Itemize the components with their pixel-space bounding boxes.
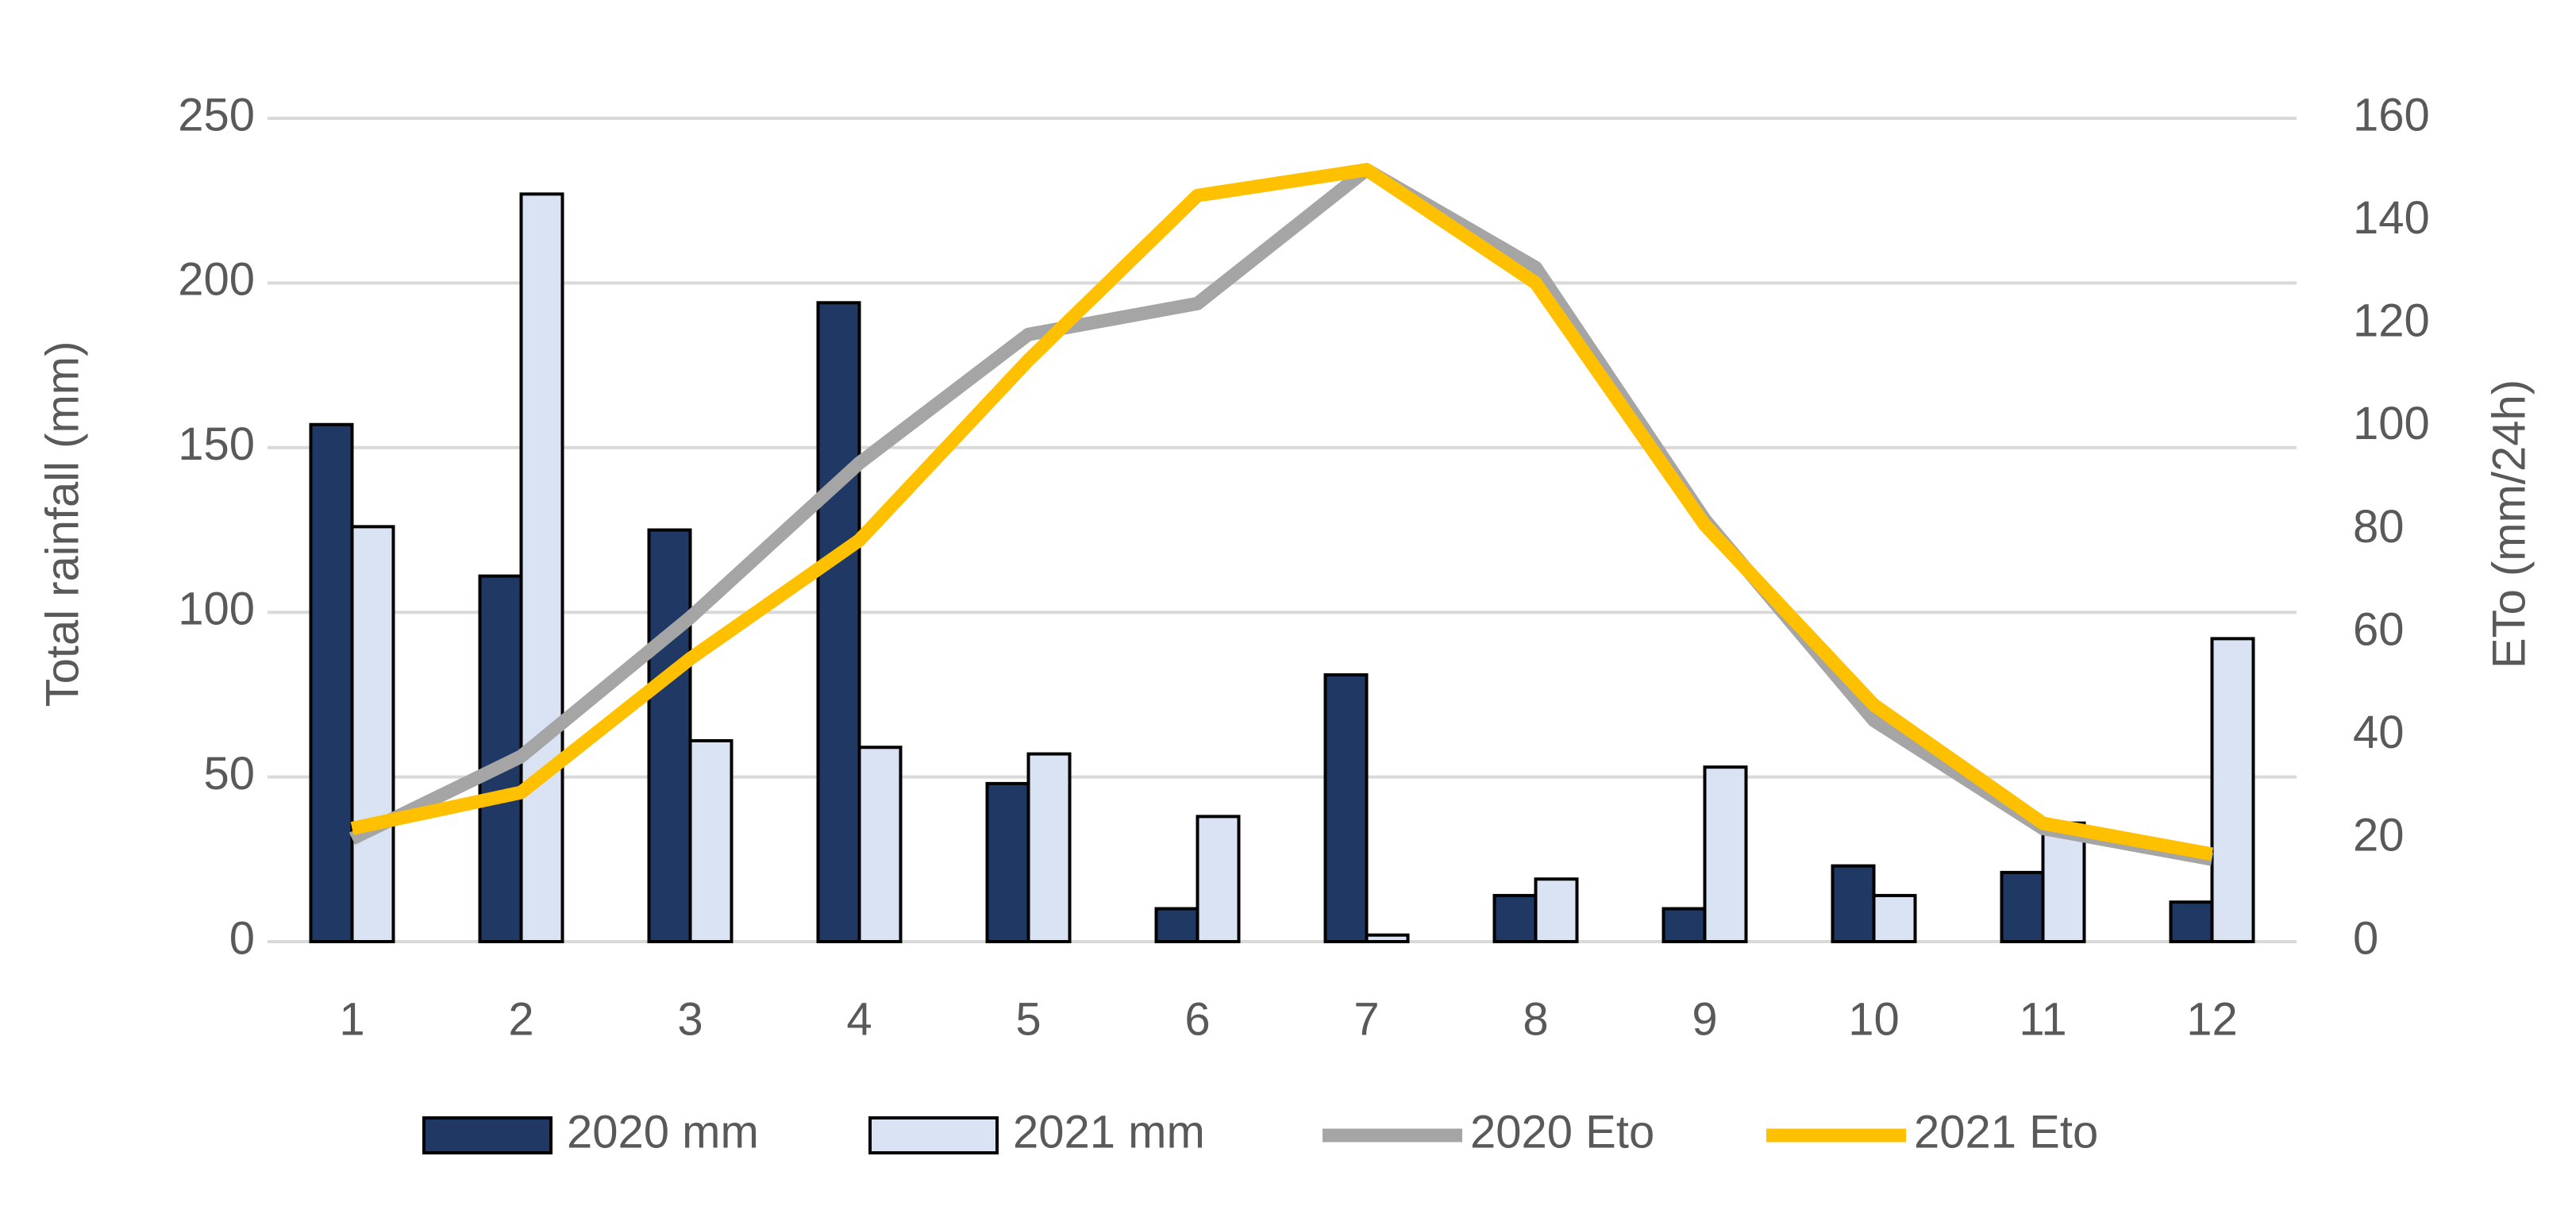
y-tick-label: 0 [229,912,255,964]
bar [1196,815,1241,943]
bar [350,525,395,943]
x-tick-label: 8 [1523,993,1548,1045]
x-tick-label: 2 [508,993,533,1045]
x-tick-label: 9 [1692,993,1717,1045]
y2-tick-label: 0 [2353,912,2378,964]
y-tick-label: 200 [178,254,255,306]
line [348,163,2214,866]
x-tick-label: 7 [1353,993,1379,1045]
y-tick-label: 150 [178,418,255,470]
x-tick-label: 11 [2019,993,2066,1045]
legend-label: 2021 mm [1013,1106,1205,1158]
bar [857,746,903,943]
bar [1831,864,1876,943]
y-tick-label: 100 [178,584,255,635]
x-tick-label: 1 [339,993,364,1045]
bar [2041,821,2086,943]
x-tick-label: 12 [2186,993,2238,1045]
x-tick-label: 3 [677,993,703,1045]
bar [1534,877,1579,943]
bar [688,738,734,943]
bar [2000,870,2045,943]
y2-tick-label: 80 [2353,501,2405,553]
bar [1662,907,1707,944]
line [350,163,2214,861]
bar [1703,765,1748,943]
y2-tick-label: 120 [2353,295,2430,347]
bar [985,781,1030,943]
bar [519,192,564,944]
y2-tick-label: 100 [2353,398,2430,449]
bar [2169,900,2214,943]
bar [647,528,692,943]
bar [2210,637,2255,943]
bar [1026,752,1072,944]
x-tick-label: 6 [1184,993,1210,1045]
y2-tick-label: 20 [2353,810,2405,861]
legend-label: 2020 Eto [1470,1106,1654,1158]
legend-swatch [422,1116,553,1154]
bar [309,422,354,943]
x-tick-label: 5 [1015,993,1041,1045]
legend-swatch [868,1116,999,1154]
bar [1492,893,1538,943]
y2-tick-label: 160 [2353,89,2430,141]
y2-tick-label: 140 [2353,192,2430,244]
x-tick-label: 4 [846,993,872,1045]
bar [816,301,861,943]
legend-label: 2020 mm [567,1106,759,1158]
y-tick-label: 250 [178,89,255,141]
y2-tick-label: 60 [2353,603,2405,655]
y-tick-label: 50 [203,748,255,800]
bar [1872,893,1917,943]
x-tick-label: 10 [1848,993,1900,1045]
bar [1365,933,1410,943]
y-axis-title: Total rainfall (mm) [37,341,88,707]
y2-axis-title: ETo (mm/24h) [2483,380,2535,669]
bar [1323,673,1369,944]
legend-label: 2021 Eto [1914,1106,2098,1158]
y2-tick-label: 40 [2353,707,2405,758]
bar [1154,907,1199,944]
